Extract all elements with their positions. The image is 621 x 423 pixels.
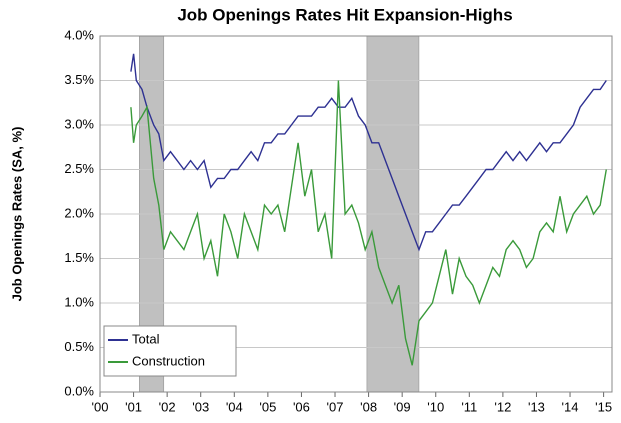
x-tick-label: '02 (159, 399, 176, 414)
y-tick-label: 3.5% (64, 72, 94, 87)
y-tick-label: 4.0% (64, 27, 94, 42)
x-tick-label: '14 (562, 399, 579, 414)
x-tick-label: '07 (327, 399, 344, 414)
y-axis-label: Job Openings Rates (SA, %) (9, 127, 24, 302)
line-series (130, 53, 607, 252)
y-tick-label: 0.0% (64, 383, 94, 398)
x-tick-label: '09 (394, 399, 411, 414)
legend-box (103, 325, 237, 377)
x-tick-label: '12 (494, 399, 511, 414)
x-tick-label: '05 (259, 399, 276, 414)
x-tick-label: '01 (125, 399, 142, 414)
y-tick-label: 0.5% (64, 339, 94, 354)
y-tick-label: 1.0% (64, 294, 94, 309)
y-tick-label: 3.0% (64, 116, 94, 131)
x-tick-label: '04 (226, 399, 243, 414)
legend-label: Total (132, 331, 160, 346)
x-tick-label: '10 (427, 399, 444, 414)
y-tick-label: 2.5% (64, 161, 94, 176)
x-tick-label: '00 (92, 399, 109, 414)
chart-title: Job Openings Rates Hit Expansion-Highs (177, 5, 512, 24)
line-series (130, 80, 607, 366)
legend-label: Construction (132, 353, 205, 368)
plot-frame (99, 35, 613, 393)
y-tick-label: 2.0% (64, 205, 94, 220)
x-tick-label: '08 (360, 399, 377, 414)
x-tick-label: '03 (192, 399, 209, 414)
y-tick-label: 1.5% (64, 250, 94, 265)
x-tick-label: '13 (528, 399, 545, 414)
x-tick-label: '06 (293, 399, 310, 414)
x-tick-label: '15 (595, 399, 612, 414)
x-tick-label: '11 (461, 399, 477, 414)
